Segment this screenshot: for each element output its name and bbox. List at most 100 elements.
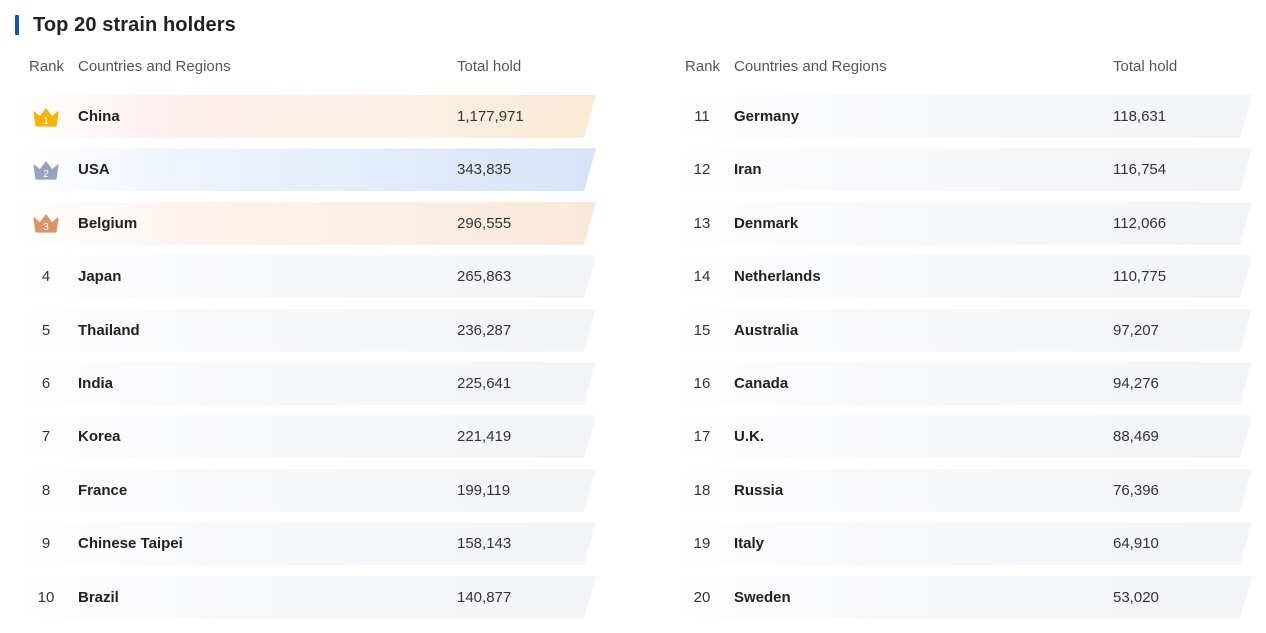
rank-number: 19	[693, 535, 711, 553]
rank-number: 5	[41, 321, 51, 339]
rank-cell: 2	[15, 148, 77, 191]
rank-cell: 18	[671, 469, 733, 512]
rank-cell: 14	[671, 255, 733, 298]
total-hold-value: 140,877	[457, 588, 512, 606]
rank-number: 13	[693, 214, 711, 232]
total-hold-value: 236,287	[457, 321, 512, 339]
rank-cell: 20	[671, 576, 733, 619]
rank-number: 12	[693, 161, 711, 179]
total-hold-value: 118,631	[1113, 108, 1167, 125]
total-hold-value: 1,177,971	[457, 108, 524, 125]
silver-crown-icon: 2	[31, 159, 61, 181]
ranking-table-right: Rank Countries and Regions Total hold 11…	[671, 56, 1266, 626]
country-name: Sweden	[734, 588, 791, 606]
column-header-total: Total hold	[1113, 58, 1178, 75]
rank-cell: 5	[15, 309, 77, 352]
total-hold-value: 199,119	[457, 481, 511, 499]
rank-number: 10	[37, 588, 55, 606]
country-name: France	[78, 481, 128, 499]
country-name: Chinese Taipei	[78, 535, 183, 553]
table-row: 1 China 1,177,971	[15, 95, 596, 138]
rank-number: 17	[693, 428, 711, 446]
country-name: Brazil	[78, 588, 119, 606]
column-header-rank: Rank	[29, 58, 65, 75]
total-hold-value: 343,835	[457, 161, 512, 179]
rank-cell: 4	[15, 255, 77, 298]
country-name: Netherlands	[734, 268, 821, 286]
total-hold-value: 88,469	[1113, 428, 1159, 446]
table-row: 6 India 225,641	[15, 362, 596, 405]
total-hold-value: 97,207	[1113, 321, 1159, 339]
table-row: 9 Chinese Taipei 158,143	[15, 522, 596, 565]
rank-cell: 7	[15, 415, 77, 458]
country-name: Denmark	[734, 214, 799, 232]
column-header-rank: Rank	[685, 58, 721, 75]
country-name: Thailand	[78, 321, 140, 339]
rank-number: 4	[41, 268, 51, 286]
rank-number: 15	[693, 321, 711, 339]
rank-cell: 6	[15, 362, 77, 405]
table-header: Rank Countries and Regions Total hold	[671, 56, 1266, 76]
svg-text:1: 1	[43, 116, 49, 127]
table-row: 16 Canada 94,276	[671, 362, 1252, 405]
rank-number: 7	[41, 428, 51, 446]
total-hold-value: 225,641	[457, 375, 512, 392]
rank-cell: 3	[15, 202, 77, 245]
total-hold-value: 112,066	[1113, 214, 1167, 232]
table-row: 20 Sweden 53,020	[671, 576, 1252, 619]
rank-cell: 10	[15, 576, 77, 619]
rank-number: 20	[693, 588, 711, 606]
country-name: U.K.	[734, 428, 764, 446]
svg-text:2: 2	[43, 169, 49, 180]
table-row: 3 Belgium 296,555	[15, 202, 596, 245]
table-row: 13 Denmark 112,066	[671, 202, 1252, 245]
country-name: Germany	[734, 108, 800, 125]
rank-cell: 17	[671, 415, 733, 458]
rank-number: 18	[693, 481, 711, 499]
page-title: Top 20 strain holders	[33, 13, 236, 36]
country-name: Australia	[734, 321, 799, 339]
table-header: Rank Countries and Regions Total hold	[15, 56, 615, 76]
column-header-country: Countries and Regions	[78, 58, 231, 75]
rank-cell: 19	[671, 522, 733, 565]
table-row: 10 Brazil 140,877	[15, 576, 596, 619]
table-row: 5 Thailand 236,287	[15, 309, 596, 352]
country-name: India	[78, 375, 114, 392]
total-hold-value: 64,910	[1113, 535, 1159, 553]
rank-cell: 16	[671, 362, 733, 405]
table-row: 19 Italy 64,910	[671, 522, 1252, 565]
table-row: 7 Korea 221,419	[15, 415, 596, 458]
table-row: 15 Australia 97,207	[671, 309, 1252, 352]
country-name: Korea	[78, 428, 121, 446]
total-hold-value: 94,276	[1113, 375, 1159, 392]
total-hold-value: 116,754	[1113, 161, 1167, 179]
rank-number: 14	[693, 268, 711, 286]
total-hold-value: 76,396	[1113, 481, 1159, 499]
rank-number: 9	[41, 535, 51, 553]
rank-cell: 13	[671, 202, 733, 245]
total-hold-value: 221,419	[457, 428, 512, 446]
bronze-crown-icon: 3	[31, 212, 61, 234]
rank-cell: 1	[15, 95, 77, 138]
rank-cell: 15	[671, 309, 733, 352]
rank-number: 11	[694, 108, 710, 125]
column-header-total: Total hold	[457, 58, 522, 75]
column-header-country: Countries and Regions	[734, 58, 887, 75]
title-accent-bar	[15, 15, 19, 35]
rank-cell: 8	[15, 469, 77, 512]
total-hold-value: 296,555	[457, 214, 512, 232]
table-row: 17 U.K. 88,469	[671, 415, 1252, 458]
table-row: 12 Iran 116,754	[671, 148, 1252, 191]
country-name: Belgium	[78, 214, 138, 232]
svg-text:3: 3	[43, 222, 49, 233]
table-row: 4 Japan 265,863	[15, 255, 596, 298]
country-name: USA	[78, 161, 110, 179]
table-row: 8 France 199,119	[15, 469, 596, 512]
country-name: Italy	[734, 535, 765, 553]
gold-crown-icon: 1	[31, 106, 61, 128]
total-hold-value: 53,020	[1113, 588, 1159, 606]
country-name: Japan	[78, 268, 122, 286]
total-hold-value: 158,143	[457, 535, 512, 553]
rank-cell: 9	[15, 522, 77, 565]
